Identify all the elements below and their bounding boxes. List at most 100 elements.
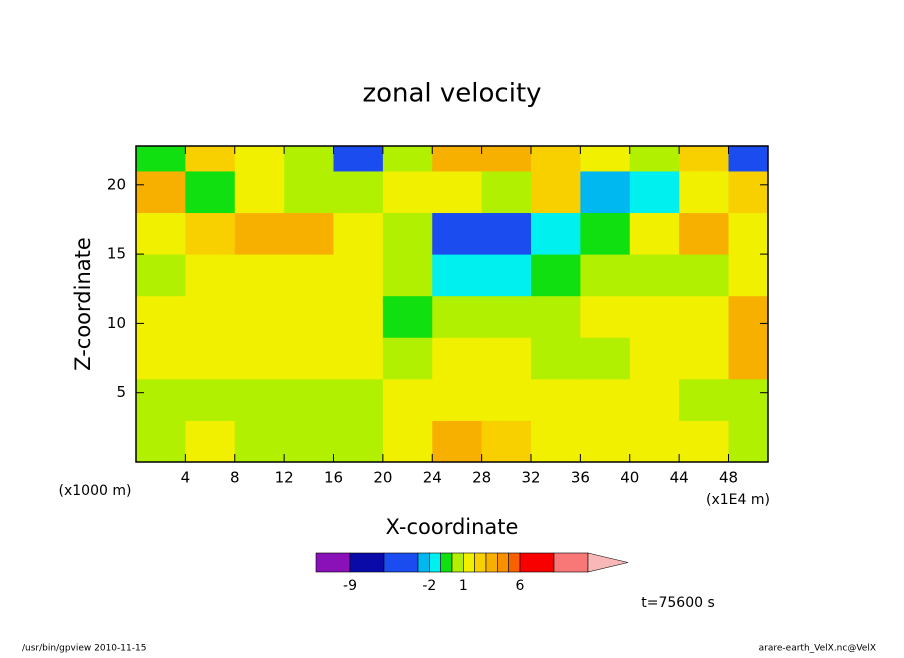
field-cell — [580, 170, 631, 214]
field-cell — [284, 170, 334, 214]
footer-left: /usr/bin/gpview 2010-11-15 — [22, 644, 146, 654]
field-cell — [580, 378, 631, 421]
field-cell — [333, 212, 384, 255]
field-cell — [333, 146, 384, 172]
x-tick-label: 28 — [472, 469, 491, 487]
field-cell — [629, 212, 680, 255]
colorbar-box — [429, 552, 441, 573]
field-cell — [728, 212, 768, 255]
x-tick-label: 16 — [324, 469, 343, 487]
field-cell — [432, 254, 483, 297]
field-cell — [333, 295, 384, 338]
field-cell — [432, 170, 483, 214]
field-cell — [185, 254, 236, 297]
field-cell — [580, 254, 631, 297]
x-axis-label: X-coordinate — [386, 515, 519, 539]
field-cell — [432, 295, 483, 338]
field-cell — [531, 170, 581, 214]
field-cell — [481, 170, 532, 214]
field-cell — [234, 295, 285, 338]
x-tick-label: 4 — [181, 469, 191, 487]
field-cell — [185, 295, 236, 338]
field-cell — [136, 420, 186, 462]
field-cell — [531, 146, 581, 172]
field-cell — [333, 254, 384, 297]
field-cell — [481, 146, 532, 172]
colorbar-tick-label: 6 — [516, 578, 525, 594]
colorbar-box — [485, 552, 498, 573]
field-cell — [679, 146, 729, 172]
field-cell — [234, 420, 285, 462]
colorbar-box — [349, 552, 385, 573]
field-cell — [679, 212, 729, 255]
x-tick-label: 36 — [571, 469, 590, 487]
field-cell — [481, 254, 532, 297]
field-cell — [629, 254, 680, 297]
field-cell — [382, 337, 433, 380]
field-cell — [629, 170, 680, 214]
colorbar-extension — [587, 552, 629, 573]
field-cell — [481, 420, 532, 462]
colorbar-box — [451, 552, 464, 573]
field-cell — [382, 295, 433, 338]
x-tick-label: 12 — [275, 469, 294, 487]
time-note: t=75600 s — [641, 595, 715, 611]
colorbar-box — [553, 552, 589, 573]
field-cell — [382, 378, 433, 421]
x-tick-label: 24 — [423, 469, 442, 487]
field-cell — [284, 378, 334, 421]
colorbar-box — [508, 552, 521, 573]
field-cell — [679, 170, 729, 214]
field-cell — [728, 146, 768, 172]
field-cell — [333, 170, 384, 214]
field-cell — [629, 378, 680, 421]
colorbar-box — [383, 552, 419, 573]
field-cell — [432, 212, 483, 255]
plot-frame — [135, 145, 769, 463]
colorbar-box — [497, 552, 509, 573]
field-cell — [580, 146, 631, 172]
field-cell — [481, 295, 532, 338]
field-cell — [580, 295, 631, 338]
field-cell — [185, 146, 236, 172]
field-cell — [728, 295, 768, 338]
colorbar-box — [440, 552, 453, 573]
field-cell — [728, 337, 768, 380]
field-cell — [580, 420, 631, 462]
field — [136, 146, 768, 462]
field-cell — [185, 212, 236, 255]
field-cell — [481, 337, 532, 380]
field-cell — [679, 295, 729, 338]
x-tick-label: 48 — [719, 469, 738, 487]
field-cell — [728, 254, 768, 297]
field-cell — [333, 420, 384, 462]
field-cell — [679, 254, 729, 297]
chart-title: zonal velocity — [362, 79, 541, 109]
colorbar-box — [315, 552, 351, 573]
y-tick-label: 20 — [107, 175, 126, 193]
x-unit-note: (x1E4 m) — [706, 492, 770, 508]
field-cell — [432, 420, 483, 462]
field-cell — [580, 337, 631, 380]
field-cell — [432, 378, 483, 421]
field-cell — [136, 254, 186, 297]
field-cell — [284, 420, 334, 462]
colorbar-box — [474, 552, 487, 573]
field-cell — [185, 420, 236, 462]
y-tick-label: 5 — [116, 383, 126, 401]
field-cell — [629, 146, 680, 172]
field-cell — [185, 170, 236, 214]
footer-right: arare-earth_VelX.nc@VelX — [759, 644, 876, 654]
field-cell — [234, 212, 285, 255]
field-cell — [284, 337, 334, 380]
field-cell — [728, 170, 768, 214]
field-cell — [629, 337, 680, 380]
field-cell — [728, 420, 768, 462]
field-cell — [136, 170, 186, 214]
field-cell — [234, 337, 285, 380]
colorbar-box — [417, 552, 430, 573]
field-cell — [679, 420, 729, 462]
field-cell — [382, 146, 433, 172]
colorbar-tick-label: 1 — [459, 578, 468, 594]
